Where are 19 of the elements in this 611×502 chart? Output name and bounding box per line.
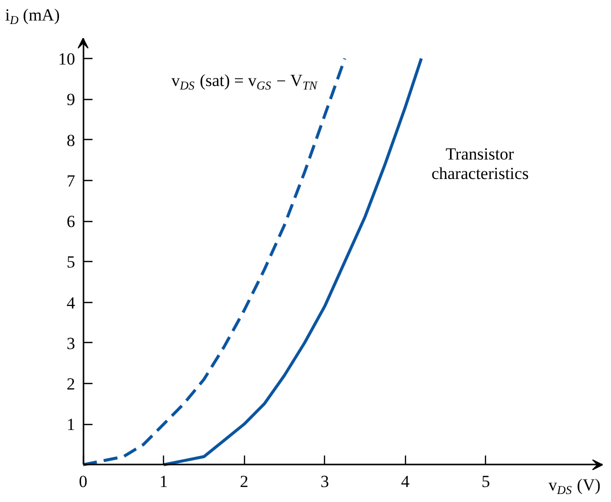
y-tick-label: 6 [66, 212, 76, 232]
x-tick-label: 5 [482, 472, 490, 491]
y-tick-label: 5 [66, 252, 76, 272]
y-tick-label: 4 [66, 293, 76, 312]
y-tick-label: 1 [66, 415, 76, 434]
y-tick-label: 2 [66, 374, 76, 394]
y-tick-label: 10 [58, 50, 76, 69]
x-tick-label: 3 [320, 472, 329, 491]
x-tick-label: 0 [78, 472, 88, 491]
line-series [162, 57, 423, 466]
y-tick-label: 3 [66, 334, 76, 353]
y-tick-label: 8 [66, 130, 76, 150]
y-tick-label: 9 [66, 90, 76, 110]
x-tick-label: 1 [159, 472, 168, 491]
x-tick-label: 2 [240, 472, 248, 491]
text: Transistor characteristics [431, 144, 529, 184]
x-tick-label: 4 [400, 472, 410, 491]
y-tick-label: 7 [66, 171, 76, 190]
line-series [82, 57, 346, 466]
